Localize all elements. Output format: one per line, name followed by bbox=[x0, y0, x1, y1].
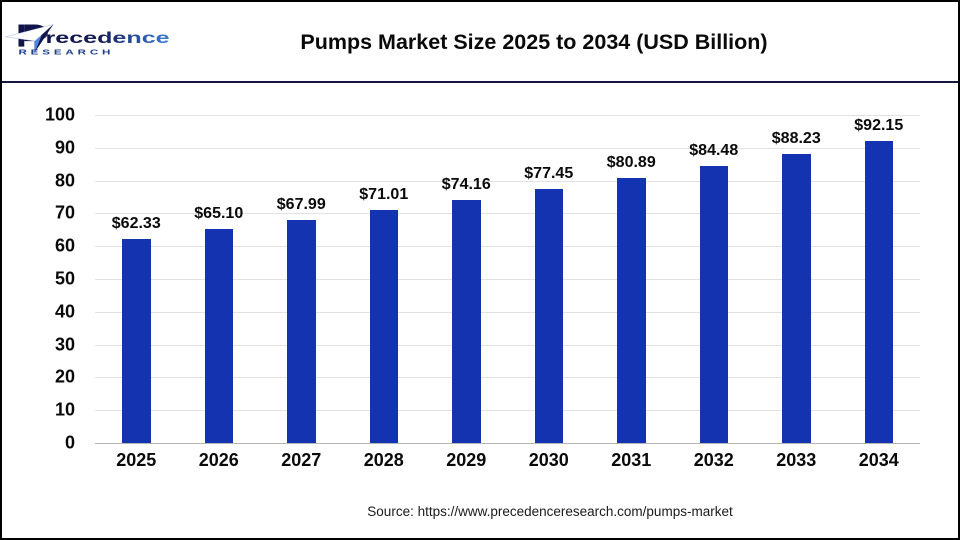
svg-text:RESEARCH: RESEARCH bbox=[18, 48, 114, 56]
svg-text:recedence: recedence bbox=[45, 29, 169, 46]
